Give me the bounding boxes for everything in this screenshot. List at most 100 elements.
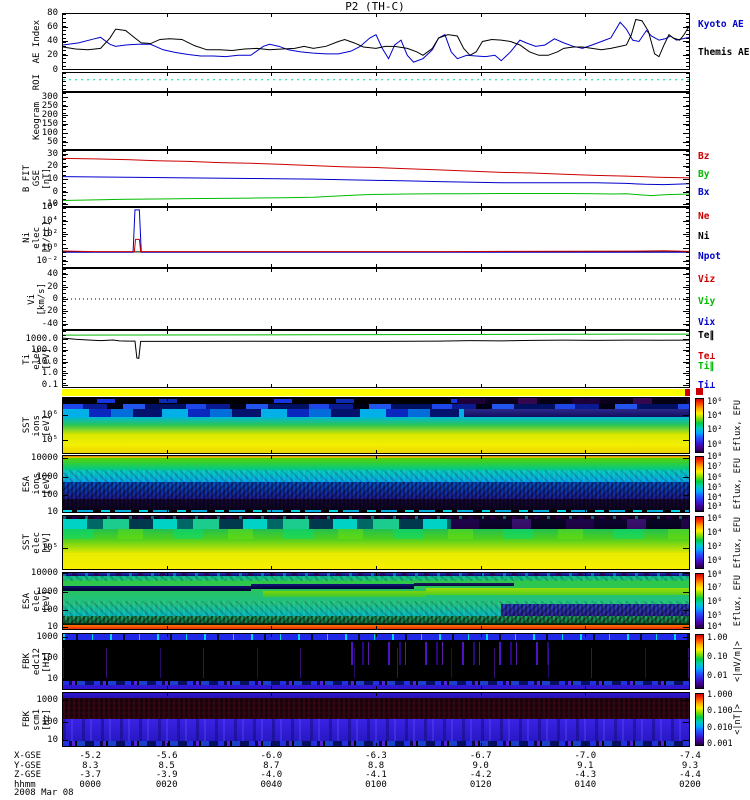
x-tick-mark <box>480 384 482 387</box>
axis-title-sst_elec: SST elec [eV] <box>14 515 60 570</box>
colorbar-title-esa_elec: Eflux, EFU <box>729 572 747 630</box>
panel-series-ae <box>63 14 689 69</box>
x-tick-mark <box>480 509 482 512</box>
panel-te <box>62 330 690 388</box>
x-tick-mark <box>480 88 482 91</box>
spectro-band-texture <box>63 718 689 742</box>
y-tick-label: 10 <box>47 734 58 745</box>
x-tick-mark <box>585 326 587 329</box>
colorbar-title-sst_elec: Eflux, EFU <box>729 515 747 570</box>
y-tick-mark <box>683 299 689 300</box>
x-tick-mark <box>166 326 168 329</box>
colorbar-tick-label: 10² <box>707 425 723 436</box>
spectro-band-texture <box>451 519 689 530</box>
x-tick-mark <box>271 14 273 17</box>
x-tick-mark <box>480 73 482 76</box>
x-tick-mark <box>585 384 587 387</box>
x-tick-mark <box>166 516 168 519</box>
time-axis-value: 9.3 <box>681 760 699 771</box>
x-tick-mark <box>585 686 587 689</box>
y-tick-mark <box>62 323 68 325</box>
y-tick-label: 40 <box>47 35 58 46</box>
x-tick-mark <box>166 14 168 17</box>
colorbar-title-text: Eflux, EFU <box>733 399 743 452</box>
legend-label-Bz: Bz <box>698 151 710 163</box>
y-tick-mark <box>683 721 689 723</box>
spectro-band <box>63 424 689 434</box>
x-tick-mark <box>376 686 377 689</box>
colorbar-tick-label: 0.010 <box>707 722 733 733</box>
axis-title-line: [km/s] <box>37 282 47 316</box>
spectro-band <box>63 575 689 581</box>
x-tick-mark <box>480 264 482 267</box>
y-tick-mark <box>62 511 68 513</box>
x-tick-mark <box>480 208 482 211</box>
y-tick-mark <box>62 141 68 143</box>
spectro-band <box>63 433 689 446</box>
y-tick-mark <box>683 477 689 479</box>
x-tick-mark <box>376 743 377 746</box>
y-tick-label: 10000 <box>30 453 58 464</box>
time-axis-value: 8.5 <box>158 760 175 771</box>
flag-red-marker <box>696 388 703 395</box>
time-axis-value: -6.0 <box>260 751 283 761</box>
y-tick-mark <box>683 548 689 549</box>
colorbar-title-text: Eflux, EFU <box>733 516 743 569</box>
x-tick-mark <box>166 73 168 76</box>
time-axis-value: -6.7 <box>469 751 492 761</box>
colorbar-tick-label: 10⁴ <box>707 410 723 421</box>
y-tick-mark <box>62 69 68 70</box>
colorbar-tick-label: 10⁷ <box>707 583 723 594</box>
x-tick-mark <box>585 269 587 272</box>
x-tick-mark <box>585 208 587 211</box>
y-tick-label: 80 <box>47 8 58 18</box>
time-axis-value: -5.6 <box>155 751 178 761</box>
y-tick-mark <box>62 361 68 363</box>
axis-title-line: scm1 <box>32 708 42 731</box>
colorbar-sst_elec <box>695 516 704 569</box>
x-tick-mark <box>271 146 273 149</box>
series-Ti-par <box>63 334 689 335</box>
colorbar-esa_elec <box>695 573 704 629</box>
y-tick-mark <box>62 458 68 460</box>
colorbar-tick-label: 1.000 <box>707 689 733 700</box>
y-tick-mark <box>62 40 68 42</box>
axis-title-ni: Ni elec [1/cc] <box>14 207 60 268</box>
x-tick-mark <box>271 743 273 746</box>
legend-label-Npot: Npot <box>698 251 721 263</box>
spectro-band-texture <box>63 481 689 499</box>
spectro-band-texture <box>63 575 689 581</box>
x-tick-mark <box>271 73 273 76</box>
y-tick-mark <box>62 627 68 629</box>
x-tick-mark <box>480 743 482 746</box>
y-tick-mark <box>683 636 689 638</box>
x-tick-mark <box>166 743 168 746</box>
y-tick-mark <box>62 299 68 300</box>
x-tick-mark <box>166 398 168 401</box>
panel-ae <box>62 13 690 70</box>
colorbar-tick-label: 10⁶ <box>707 472 723 483</box>
legend-label-Ti: Ti⊥ <box>698 380 716 392</box>
axis-title-line: [eV] <box>42 348 52 370</box>
y-tick-mark <box>683 133 689 135</box>
x-tick-mark <box>585 516 587 519</box>
spectro-band-texture <box>457 398 689 405</box>
x-tick-mark <box>480 634 482 637</box>
x-tick-mark <box>585 743 587 746</box>
x-tick-mark <box>585 693 587 696</box>
x-tick-mark <box>585 151 587 154</box>
axis-title-te: Ti elec [eV] <box>14 330 60 388</box>
colorbar-tick-label: 10⁰ <box>707 439 723 450</box>
y-tick-mark <box>62 414 68 416</box>
x-tick-mark <box>585 398 587 401</box>
panel-series-ni <box>63 208 689 267</box>
time-axis-value: -7.0 <box>574 751 597 761</box>
axis-title-line: SST <box>22 534 32 551</box>
x-tick-mark <box>166 146 168 149</box>
x-tick-mark <box>271 516 273 519</box>
y-tick-mark <box>62 373 68 375</box>
y-tick-label: 100.0 <box>30 345 58 356</box>
y-tick-mark <box>62 179 68 181</box>
axis-title-fbk_scm: FBK scm1 [Hz] <box>14 692 60 747</box>
